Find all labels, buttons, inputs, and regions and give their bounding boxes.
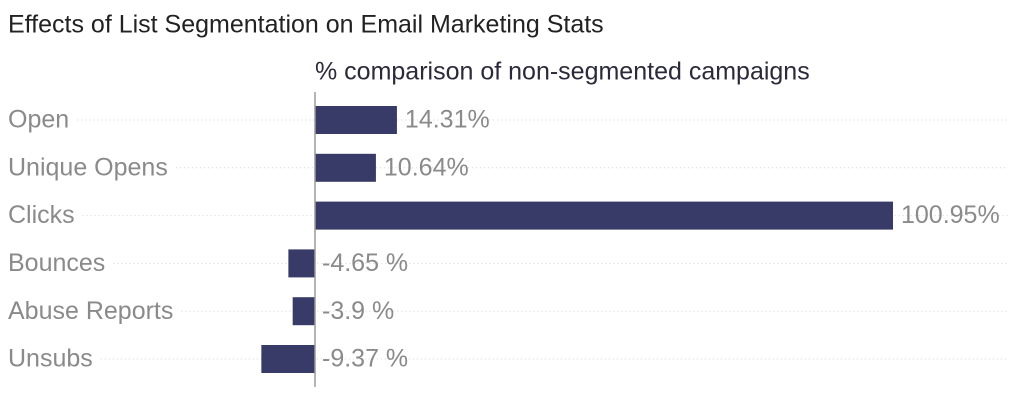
- category-label: Unique Opens: [8, 153, 168, 181]
- value-label: 10.64%: [384, 153, 469, 181]
- chart-title: Effects of List Segmentation on Email Ma…: [8, 11, 604, 39]
- chart-subtitle: % comparison of non-segmented campaigns: [315, 58, 810, 86]
- category-label: Bounces: [8, 249, 105, 277]
- bar: [288, 249, 315, 278]
- category-label: Unsubs: [8, 345, 93, 373]
- bar: [315, 106, 397, 134]
- value-label: -3.9 %: [322, 297, 394, 325]
- value-label: -4.65 %: [322, 249, 408, 277]
- value-label: 14.31%: [405, 106, 490, 134]
- bar: [315, 201, 893, 230]
- category-label: Abuse Reports: [8, 297, 173, 325]
- bar: [292, 297, 315, 326]
- value-label: 100.95%: [901, 201, 1000, 229]
- grid: [77, 119, 1008, 360]
- value-label: -9.37 %: [322, 345, 408, 373]
- bar: [315, 153, 376, 182]
- category-label: Clicks: [8, 201, 75, 229]
- category-label: Open: [8, 106, 69, 134]
- bar: [261, 345, 315, 373]
